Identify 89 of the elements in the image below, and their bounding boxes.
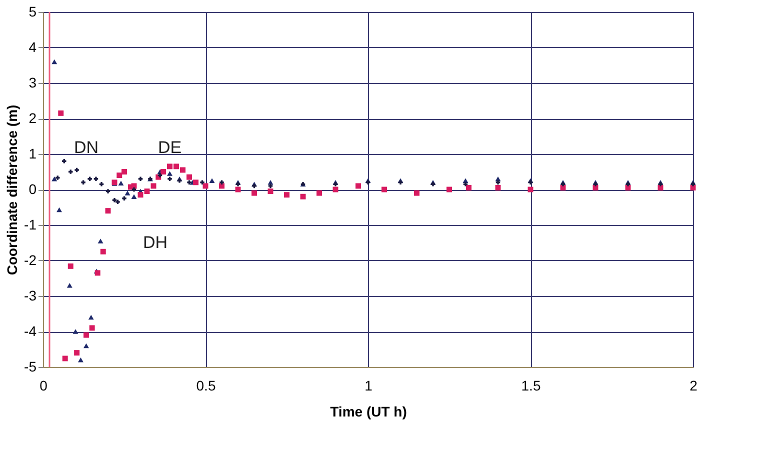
point <box>268 188 274 194</box>
point <box>116 200 120 204</box>
series-label: DE <box>158 138 182 157</box>
point <box>496 180 500 185</box>
point <box>74 168 79 172</box>
point <box>52 59 58 64</box>
point <box>116 172 122 178</box>
y-tick-label: -5 <box>24 358 37 374</box>
point <box>100 248 106 254</box>
point <box>52 176 58 182</box>
point <box>414 190 420 196</box>
x-tick-label: 1.5 <box>521 378 541 394</box>
point <box>193 180 198 186</box>
point <box>446 186 452 192</box>
y-axis-title: Coordinate difference (m) <box>4 104 20 276</box>
point <box>180 167 186 173</box>
point <box>466 184 472 190</box>
point <box>56 176 60 180</box>
y-tick-label: -1 <box>24 216 37 232</box>
point <box>83 332 89 338</box>
point <box>58 110 64 116</box>
point <box>167 164 172 170</box>
point <box>356 183 361 189</box>
point <box>138 192 144 198</box>
point <box>167 171 172 176</box>
point <box>68 170 73 174</box>
point <box>62 356 68 362</box>
point <box>174 164 179 170</box>
y-tick-label: -3 <box>24 288 37 304</box>
point <box>202 183 208 189</box>
point <box>98 238 104 244</box>
x-tick-label: 0 <box>40 378 48 394</box>
point <box>160 169 166 174</box>
x-tick-label: 0.5 <box>196 378 216 394</box>
point <box>252 190 257 196</box>
point <box>112 198 117 202</box>
y-tick-label: 1 <box>28 146 37 162</box>
x-tick-label: 1 <box>364 378 373 394</box>
y-tick-label: 0 <box>28 181 37 197</box>
point <box>131 194 137 199</box>
point <box>220 180 224 185</box>
point <box>300 194 306 200</box>
point <box>56 207 62 212</box>
y-tick-label: -2 <box>24 252 37 268</box>
point <box>88 176 92 181</box>
point <box>144 188 150 194</box>
point <box>74 350 80 356</box>
point <box>89 325 95 331</box>
y-tick-label: 5 <box>28 4 37 20</box>
point <box>209 178 215 183</box>
point <box>94 176 98 181</box>
point <box>81 180 86 185</box>
y-tick-label: -4 <box>24 323 37 339</box>
point <box>186 174 192 180</box>
point <box>219 183 224 189</box>
point <box>382 186 387 192</box>
point <box>200 180 204 185</box>
y-tick-label: 2 <box>28 110 37 126</box>
point <box>187 180 192 185</box>
point <box>118 180 124 186</box>
x-axis-title: Time (UT h) <box>330 404 407 420</box>
point <box>78 358 84 362</box>
point <box>268 184 273 188</box>
point <box>284 192 290 198</box>
point <box>495 184 501 190</box>
point <box>66 282 72 288</box>
series-label: DN <box>74 138 99 157</box>
y-tick-label: 4 <box>28 39 37 55</box>
point <box>463 182 468 186</box>
point <box>316 190 322 196</box>
point <box>168 176 172 181</box>
point <box>105 208 111 214</box>
point <box>99 182 104 186</box>
point <box>138 176 143 181</box>
point <box>122 196 126 200</box>
text: DH <box>143 233 168 252</box>
point <box>68 263 74 269</box>
point <box>88 314 94 320</box>
x-tick-label: 2 <box>690 378 698 394</box>
point <box>124 190 130 196</box>
y-tick-label: 3 <box>28 74 37 90</box>
point <box>106 189 110 194</box>
point <box>177 178 182 183</box>
point <box>83 343 89 348</box>
point <box>122 169 127 174</box>
point <box>158 173 162 178</box>
point <box>72 329 78 334</box>
point <box>150 183 156 189</box>
point <box>132 187 136 192</box>
